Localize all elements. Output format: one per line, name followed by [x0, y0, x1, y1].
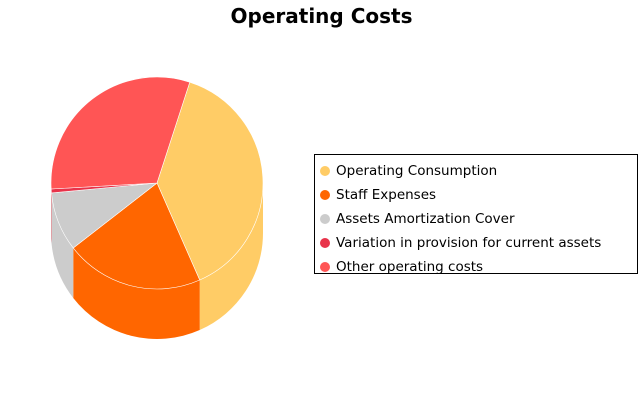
legend-swatch: [320, 166, 330, 176]
pie-slice-side: [199, 183, 263, 331]
legend-item: Operating Consumption: [320, 159, 637, 183]
legend-swatch: [320, 262, 330, 272]
pie-slice: [50, 76, 191, 190]
pie-slice-side: [73, 247, 200, 339]
pie-slice: [156, 81, 264, 281]
legend-label: Assets Amortization Cover: [336, 211, 515, 227]
legend-label: Operating Consumption: [336, 163, 498, 179]
legend-swatch: [320, 238, 330, 248]
legend-item: Variation in provision for current asset…: [320, 231, 637, 255]
legend-swatch: [320, 190, 330, 200]
pie-slice: [72, 182, 201, 290]
pie-slice-side: [51, 192, 74, 298]
legend: Operating Consumption Staff Expenses Ass…: [314, 154, 638, 275]
legend-label: Other operating costs: [336, 259, 484, 275]
chart-title: Operating Costs: [230, 4, 413, 28]
legend-item: Other operating costs: [320, 255, 637, 279]
legend-swatch: [320, 214, 330, 224]
legend-item: Staff Expenses: [320, 183, 637, 207]
legend-label: Staff Expenses: [336, 187, 437, 203]
legend-item: Assets Amortization Cover: [320, 207, 637, 231]
legend-label: Variation in provision for current asset…: [336, 235, 602, 251]
